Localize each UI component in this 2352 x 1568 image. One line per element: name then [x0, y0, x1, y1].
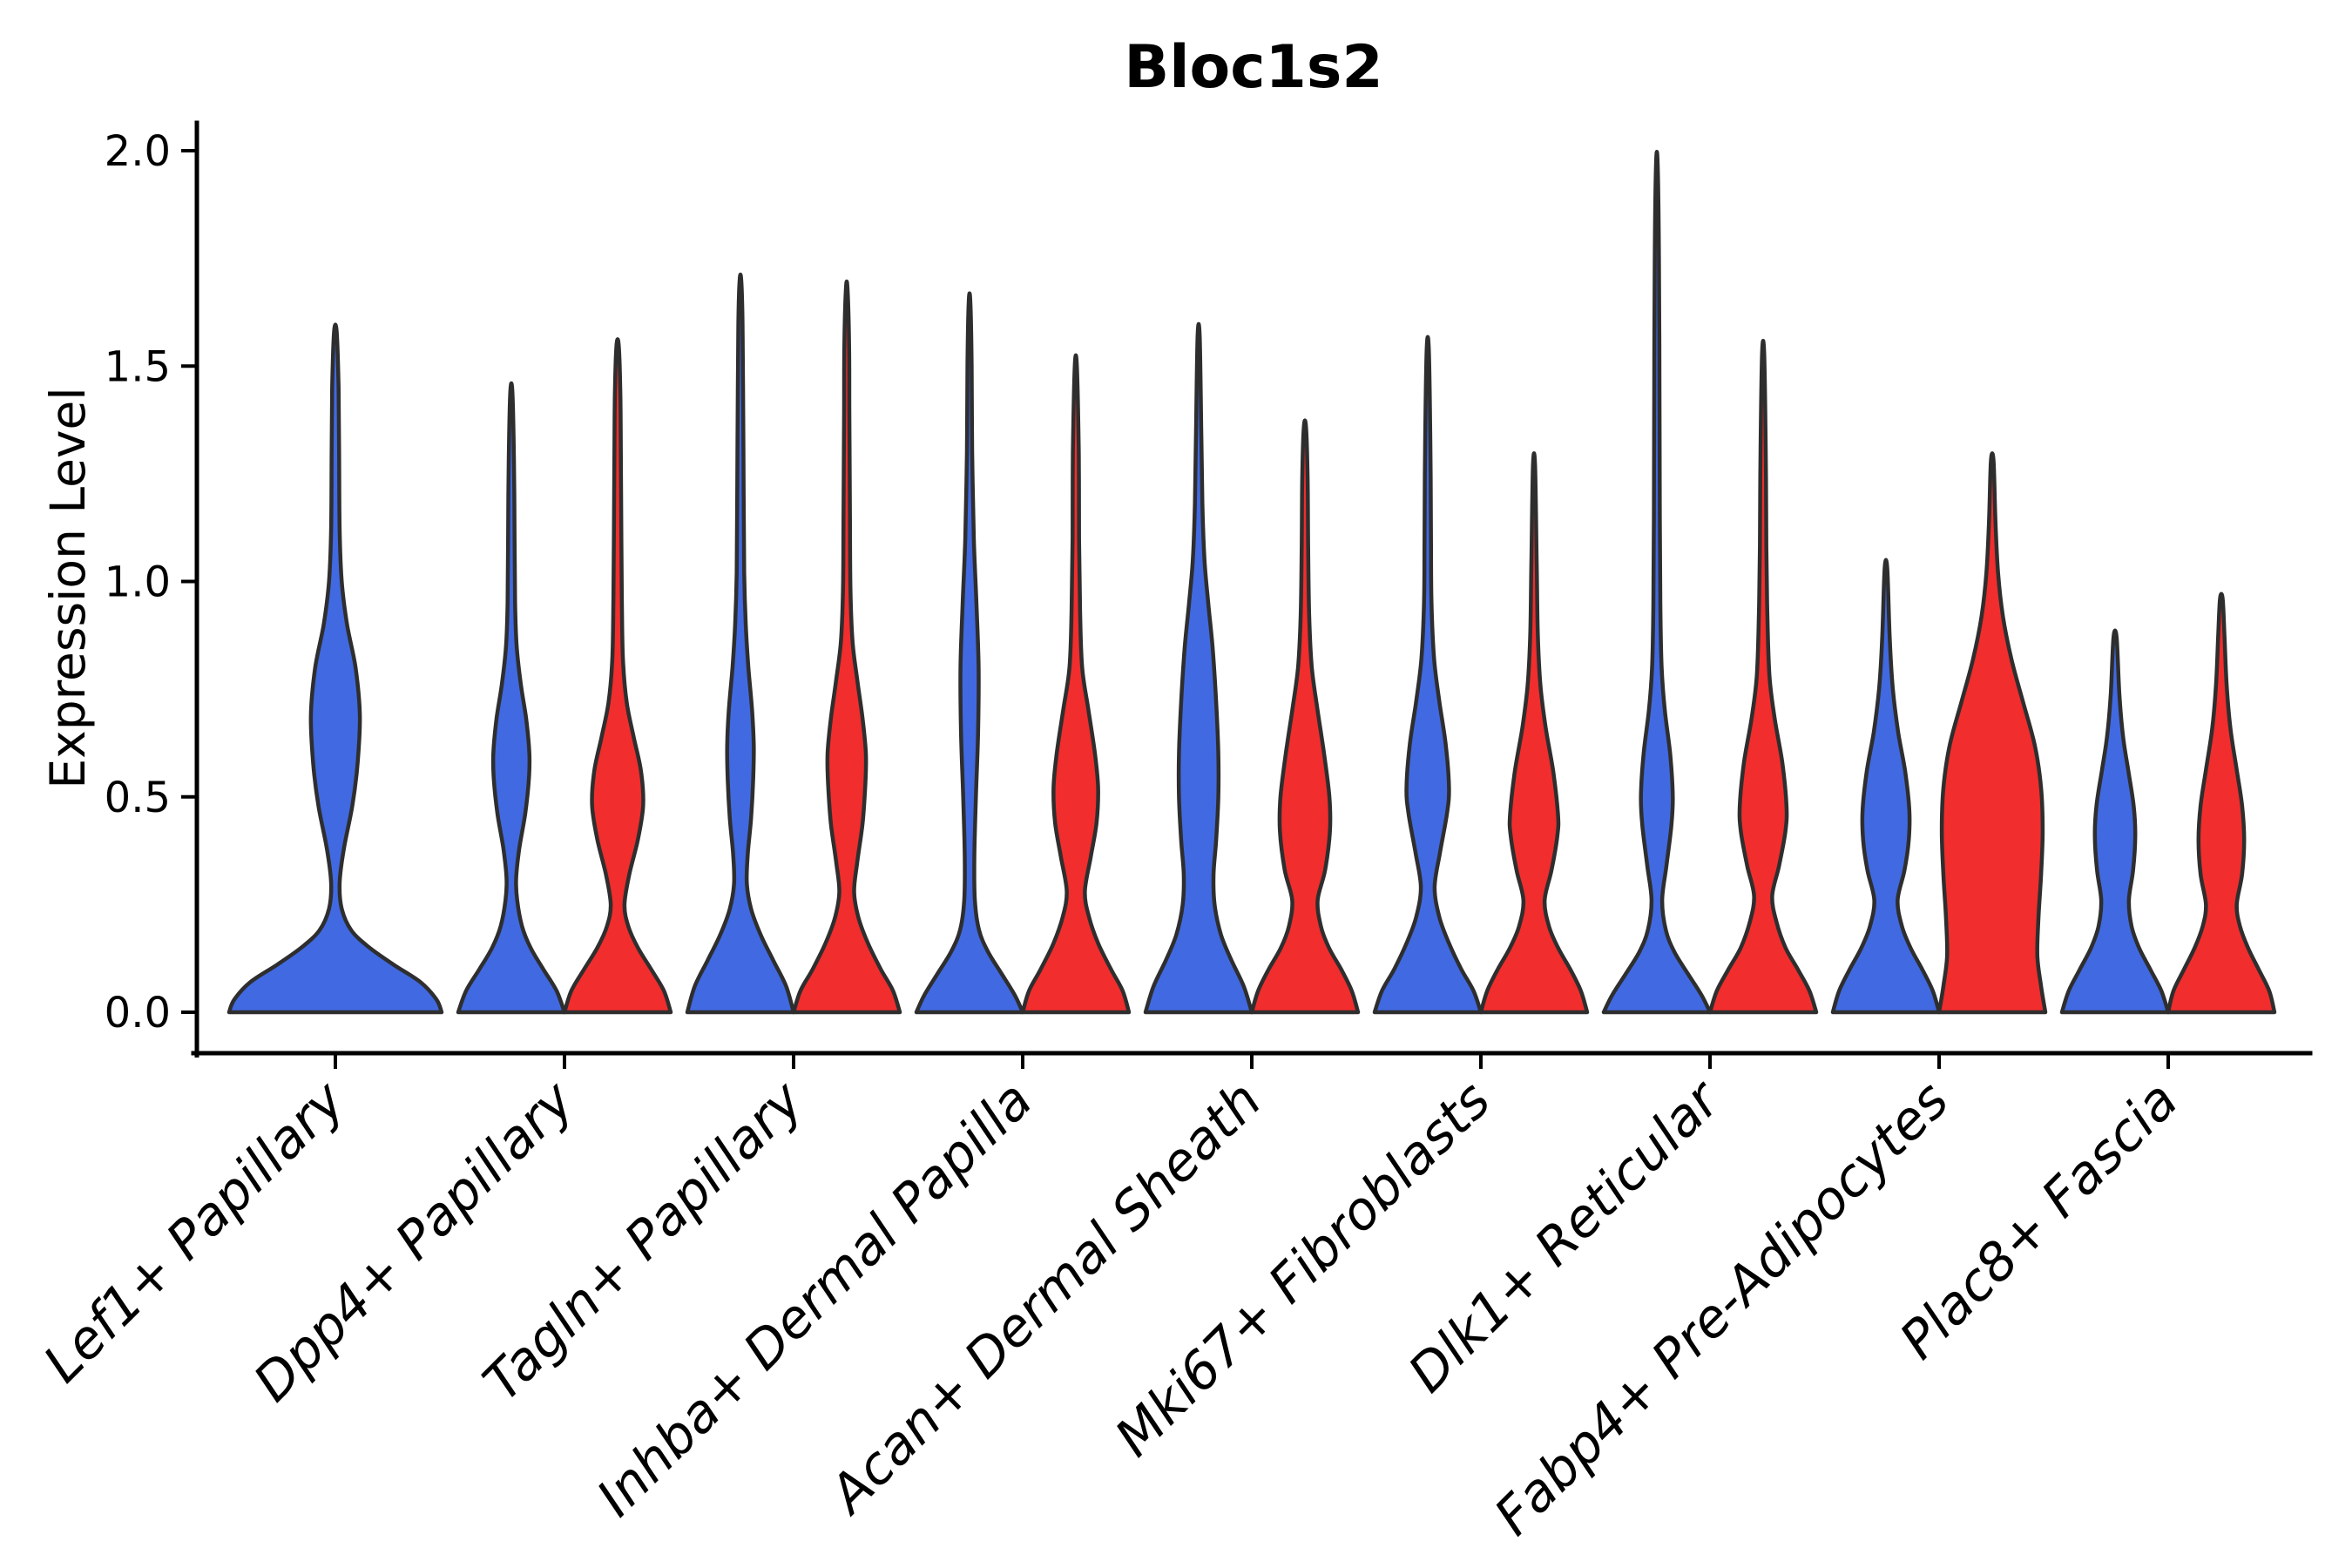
violin-tagln-papillary-group2 — [791, 279, 902, 1015]
violin-tagln-papillary-group1 — [685, 272, 796, 1015]
y-tick-label-0.5: 0.5 — [105, 774, 171, 822]
violin-acan-dermal-sheath-group2 — [1249, 418, 1361, 1015]
violin-dlk1-reticular-group1 — [1601, 149, 1713, 1015]
y-axis-label: Expression Level — [40, 387, 96, 788]
violin-fabp4-pre-adipocytes-group2 — [1936, 451, 2048, 1015]
violin-acan-dermal-sheath-group1 — [1143, 321, 1254, 1015]
violin-lef1-papillary-group1 — [226, 322, 444, 1015]
violin-fabp4-pre-adipocytes-group1 — [1830, 558, 1942, 1015]
violin-dlk1-reticular-group2 — [1707, 338, 1819, 1015]
violin-dpp4-papillary-group1 — [456, 381, 567, 1015]
violin-mki67-fibroblasts-group2 — [1478, 451, 1590, 1015]
y-tick-label-0.0: 0.0 — [105, 989, 171, 1037]
y-tick-label-1.0: 1.0 — [105, 558, 171, 607]
violin-inhba-dermal-papilla-group2 — [1020, 353, 1132, 1015]
violin-inhba-dermal-papilla-group1 — [914, 291, 1025, 1015]
y-tick-label-2.0: 2.0 — [105, 127, 171, 176]
violin-mki67-fibroblasts-group1 — [1372, 335, 1484, 1015]
violin-plac8-fascia-group2 — [2166, 591, 2277, 1015]
violin-dpp4-papillary-group2 — [562, 337, 673, 1015]
y-tick-label-1.5: 1.5 — [105, 342, 171, 391]
chart-title: Bloc1s2 — [1124, 33, 1382, 102]
violin-plac8-fascia-group1 — [2059, 628, 2171, 1015]
